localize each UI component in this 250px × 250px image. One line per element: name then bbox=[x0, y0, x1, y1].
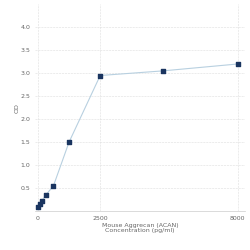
Point bbox=[36, 205, 40, 209]
Point bbox=[44, 193, 48, 197]
Point bbox=[40, 199, 44, 203]
Point bbox=[160, 69, 164, 73]
Point bbox=[98, 74, 102, 78]
Point bbox=[236, 62, 240, 66]
Point bbox=[52, 184, 56, 188]
X-axis label: Mouse Aggrecan (ACAN)
Concentration (pg/ml): Mouse Aggrecan (ACAN) Concentration (pg/… bbox=[102, 222, 178, 233]
Point bbox=[38, 202, 42, 206]
Point bbox=[67, 140, 71, 144]
Y-axis label: OD: OD bbox=[14, 103, 19, 113]
